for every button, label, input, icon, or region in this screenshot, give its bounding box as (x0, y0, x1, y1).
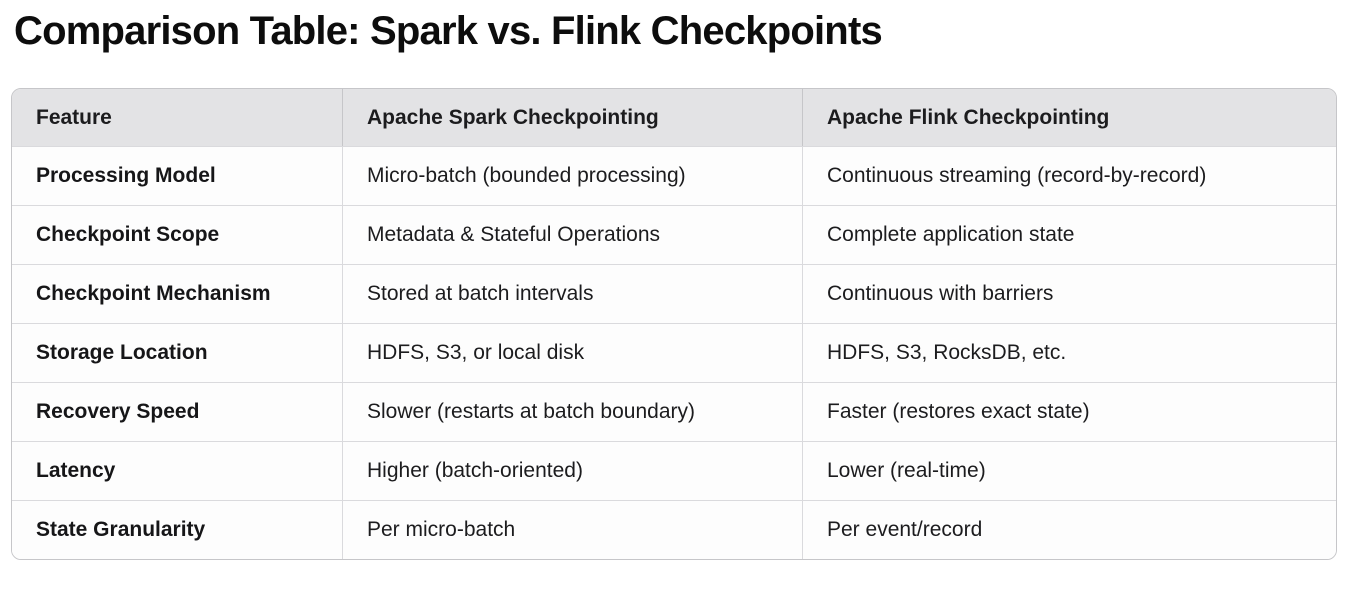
feature-cell: Checkpoint Mechanism (12, 264, 342, 323)
spark-cell: Per micro-batch (342, 500, 802, 559)
table-row: Storage Location HDFS, S3, or local disk… (12, 323, 1336, 382)
table-row: Processing Model Micro-batch (bounded pr… (12, 146, 1336, 205)
spark-cell: Higher (batch-oriented) (342, 441, 802, 500)
flink-cell: Complete application state (802, 205, 1336, 264)
table-row: Recovery Speed Slower (restarts at batch… (12, 382, 1336, 441)
column-header-feature: Feature (36, 105, 112, 129)
feature-cell: Recovery Speed (12, 382, 342, 441)
table-row: Checkpoint Mechanism Stored at batch int… (12, 264, 1336, 323)
table-row: Checkpoint Scope Metadata & Stateful Ope… (12, 205, 1336, 264)
page-title: Comparison Table: Spark vs. Flink Checkp… (14, 9, 883, 53)
feature-cell: Checkpoint Scope (12, 205, 342, 264)
column-header-flink: Apache Flink Checkpointing (802, 89, 1336, 146)
flink-cell: Lower (real-time) (802, 441, 1336, 500)
feature-cell: Storage Location (12, 323, 342, 382)
flink-cell: Faster (restores exact state) (802, 382, 1336, 441)
table-row: Latency Higher (batch-oriented) Lower (r… (12, 441, 1336, 500)
comparison-table: Feature Apache Spark Checkpointing Apach… (11, 88, 1337, 560)
flink-cell: HDFS, S3, RocksDB, etc. (802, 323, 1336, 382)
spark-cell: Slower (restarts at batch boundary) (342, 382, 802, 441)
flink-cell: Continuous with barriers (802, 264, 1336, 323)
spark-cell: Stored at batch intervals (342, 264, 802, 323)
table-header-row: Feature Apache Spark Checkpointing Apach… (12, 89, 1336, 146)
spark-cell: Metadata & Stateful Operations (342, 205, 802, 264)
spark-cell: Micro-batch (bounded processing) (342, 146, 802, 205)
flink-cell: Continuous streaming (record-by-record) (802, 146, 1336, 205)
column-header-spark: Apache Spark Checkpointing (342, 89, 802, 146)
table-row: State Granularity Per micro-batch Per ev… (12, 500, 1336, 559)
feature-cell: Processing Model (12, 146, 342, 205)
feature-cell: Latency (12, 441, 342, 500)
flink-cell: Per event/record (802, 500, 1336, 559)
feature-cell: State Granularity (12, 500, 342, 559)
spark-cell: HDFS, S3, or local disk (342, 323, 802, 382)
